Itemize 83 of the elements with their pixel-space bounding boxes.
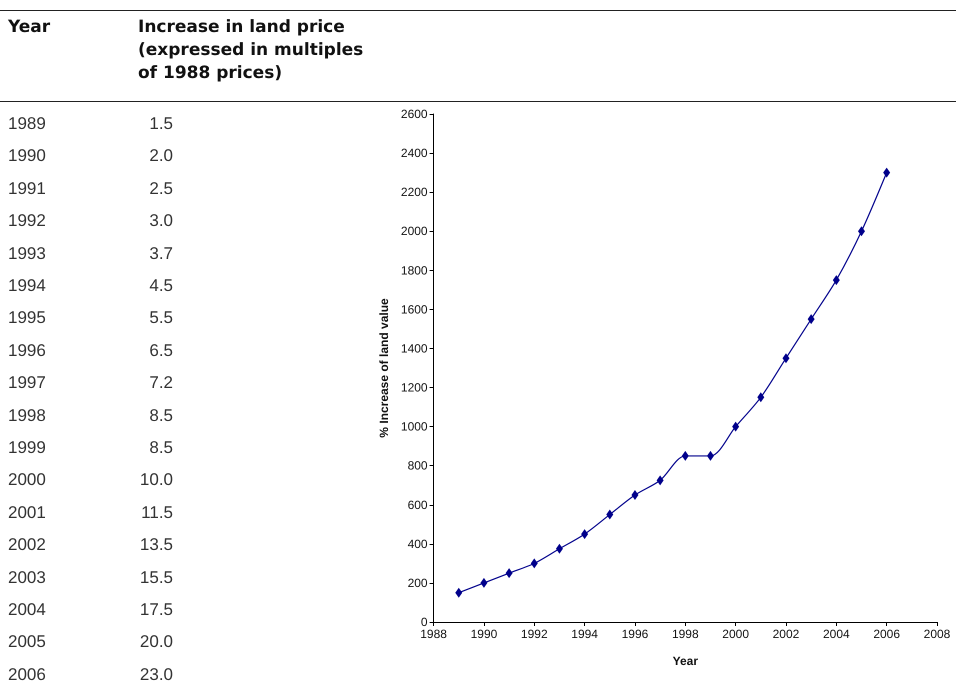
text: 2.0 — [149, 146, 173, 166]
point — [883, 168, 890, 178]
text: 1992 — [8, 211, 46, 232]
y-tick-label: 800 — [408, 458, 428, 473]
text: 2005 — [8, 632, 46, 652]
y-tick-label: 2000 — [400, 224, 428, 238]
text: 1989 — [8, 114, 46, 134]
text: 15.5 — [140, 568, 173, 588]
point — [832, 275, 840, 286]
point — [455, 588, 462, 598]
text: 2001 — [8, 502, 46, 523]
text: 2002 — [8, 535, 46, 556]
point — [706, 450, 714, 461]
text: 17.5 — [140, 600, 173, 620]
text: 23.0 — [140, 664, 173, 685]
text: 1.5 — [149, 114, 173, 134]
text: 2000 — [8, 470, 46, 490]
y-tick-label: 1000 — [400, 420, 428, 434]
point — [606, 510, 614, 520]
point — [631, 490, 638, 500]
y-tick-label: 1200 — [400, 380, 428, 395]
text: 4.5 — [149, 276, 173, 296]
y-tick-label: 1800 — [400, 263, 428, 278]
y-tick-label: 600 — [408, 498, 428, 512]
point — [556, 544, 563, 554]
x-tick-label: 2000 — [722, 627, 750, 641]
x-tick-label: 1990 — [470, 627, 498, 641]
text: 1994 — [8, 276, 46, 296]
text: 2004 — [8, 600, 46, 620]
point — [530, 558, 538, 568]
x-tick-label: 1992 — [520, 627, 548, 641]
y-tick-label: 1600 — [400, 302, 428, 316]
point — [581, 529, 588, 540]
text: 1997 — [8, 373, 46, 394]
text: Increase in land price (expressed in multiples of 1988 prices) — [138, 16, 364, 85]
text: 1999 — [8, 438, 46, 458]
text: 3.0 — [149, 211, 173, 232]
point — [808, 314, 815, 324]
text: 1996 — [8, 340, 46, 361]
y-tick-label: 2200 — [400, 185, 428, 200]
x-tick-label: 2006 — [873, 627, 900, 641]
x-tick-label: 2008 — [924, 627, 951, 641]
text: 2.5 — [149, 178, 173, 199]
x-tick-label: 2002 — [772, 627, 800, 641]
point — [682, 450, 689, 461]
text: 1993 — [8, 244, 46, 264]
text: Year — [8, 16, 52, 39]
point — [480, 578, 488, 588]
text: 2003 — [8, 568, 46, 588]
y-tick-label: 200 — [408, 576, 428, 590]
text: 7.2 — [149, 373, 173, 394]
y-tick-label: 2600 — [400, 107, 428, 121]
x-tick-label: 1996 — [622, 627, 649, 641]
y-axis-title: % Increase of land value — [377, 298, 391, 438]
text: 2006 — [8, 664, 46, 685]
text: 3.7 — [149, 244, 173, 264]
text: 20.0 — [140, 632, 173, 652]
x-axis-title: Year — [672, 654, 698, 668]
text: 8.5 — [149, 406, 173, 426]
text: 13.5 — [140, 535, 173, 556]
text: 10.0 — [140, 470, 173, 490]
point — [858, 226, 865, 236]
text: 1991 — [8, 178, 46, 199]
point — [656, 475, 664, 486]
text: 1990 — [8, 146, 46, 166]
y-tick-label: 400 — [408, 536, 428, 551]
point — [732, 422, 740, 432]
text: 8.5 — [149, 438, 173, 458]
text: 6.5 — [149, 340, 173, 361]
text: 5.5 — [149, 308, 173, 328]
y-tick-label: 2400 — [400, 146, 428, 160]
text: 11.5 — [141, 502, 173, 523]
x-tick-label: 1998 — [672, 627, 699, 641]
point — [757, 392, 764, 402]
x-tick-label: 1988 — [420, 627, 448, 641]
y-tick-label: 0 — [420, 615, 428, 629]
point — [506, 568, 513, 578]
point — [782, 353, 790, 364]
x-tick-label: 1994 — [571, 627, 598, 641]
text: 1998 — [8, 406, 46, 426]
x-tick-label: 2004 — [822, 627, 850, 641]
text: 1995 — [8, 308, 46, 328]
y-tick-label: 1400 — [400, 341, 428, 356]
